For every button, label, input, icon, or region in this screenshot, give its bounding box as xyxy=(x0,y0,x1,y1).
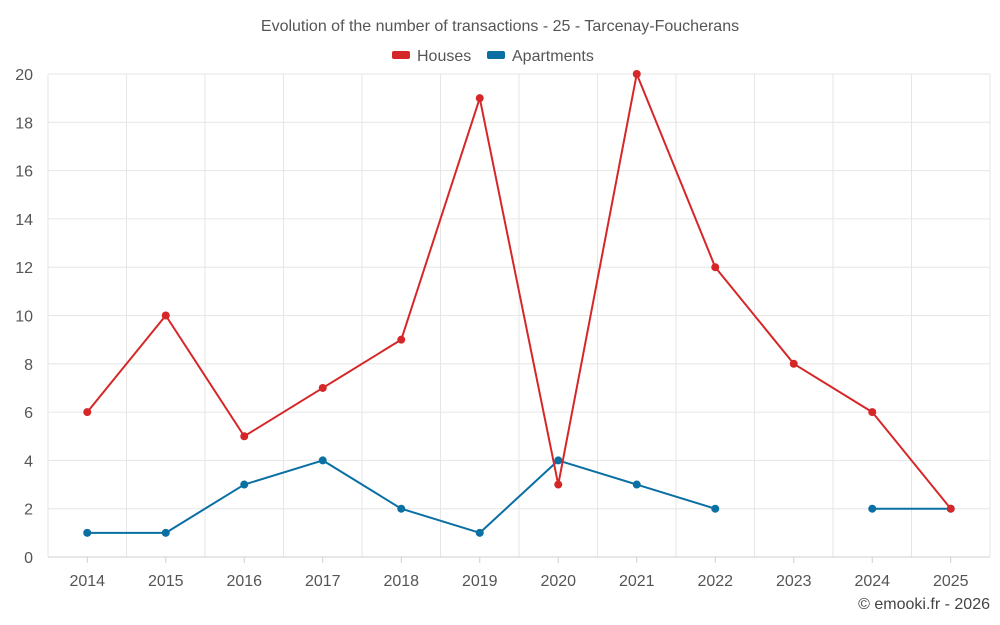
legend-swatch-apartments xyxy=(487,51,505,59)
x-tick-label: 2016 xyxy=(226,573,262,590)
legend-swatch-houses xyxy=(392,51,410,59)
data-point-houses[interactable] xyxy=(711,263,720,272)
y-tick-label: 8 xyxy=(24,357,33,374)
y-tick-label: 20 xyxy=(15,67,33,84)
data-point-apartments[interactable] xyxy=(868,504,877,513)
data-point-apartments[interactable] xyxy=(397,504,406,513)
x-tick-label: 2021 xyxy=(619,573,655,590)
data-point-apartments[interactable] xyxy=(711,504,720,513)
data-series xyxy=(83,70,955,537)
x-tick-label: 2015 xyxy=(148,573,184,590)
data-point-apartments[interactable] xyxy=(554,456,563,465)
axes: 0 2 4 6 8 10 12 14 16 18 20 2014 2015 2016 2017 2018 201… xyxy=(15,67,990,590)
data-point-houses[interactable] xyxy=(632,70,641,78)
data-point-houses[interactable] xyxy=(789,359,798,368)
x-tick-label: 2017 xyxy=(305,573,341,590)
y-tick-label: 16 xyxy=(15,164,33,181)
data-point-houses[interactable] xyxy=(946,504,955,513)
data-point-houses[interactable] xyxy=(475,94,484,103)
copyright-credit[interactable]: © emooki.fr - 2026 xyxy=(858,596,990,613)
legend-label-apartments[interactable]: Apartments xyxy=(512,48,594,65)
x-tick-label: 2025 xyxy=(933,573,969,590)
chart-title: Evolution of the number of transactions … xyxy=(261,18,739,35)
data-point-houses[interactable] xyxy=(397,335,406,344)
data-point-houses[interactable] xyxy=(83,408,92,417)
x-tick-label: 2014 xyxy=(69,573,105,590)
x-tick-label: 2022 xyxy=(697,573,733,590)
y-tick-label: 10 xyxy=(15,309,33,326)
x-tick-label: 2019 xyxy=(462,573,498,590)
data-point-houses[interactable] xyxy=(554,480,563,489)
data-point-apartments[interactable] xyxy=(475,528,484,537)
data-point-houses[interactable] xyxy=(868,408,877,417)
data-point-apartments[interactable] xyxy=(318,456,327,465)
data-point-apartments[interactable] xyxy=(632,480,641,489)
y-tick-label: 2 xyxy=(24,502,33,519)
y-tick-label: 18 xyxy=(15,115,33,132)
y-tick-label: 0 xyxy=(24,550,33,567)
data-point-apartments[interactable] xyxy=(161,528,170,537)
x-tick-label: 2018 xyxy=(383,573,419,590)
x-tick-label: 2024 xyxy=(854,573,890,590)
data-point-houses[interactable] xyxy=(318,383,327,392)
data-point-houses[interactable] xyxy=(161,311,170,320)
y-tick-label: 12 xyxy=(15,260,33,277)
data-point-houses[interactable] xyxy=(240,432,249,441)
y-tick-label: 14 xyxy=(15,212,33,229)
x-tick-label: 2020 xyxy=(540,573,576,590)
data-point-apartments[interactable] xyxy=(83,528,92,537)
y-tick-label: 4 xyxy=(24,453,33,470)
series-line-houses xyxy=(86,73,952,510)
x-tick-label: 2023 xyxy=(776,573,812,590)
grid-lines xyxy=(47,73,991,557)
legend-label-houses[interactable]: Houses xyxy=(417,48,471,65)
data-point-apartments[interactable] xyxy=(240,480,249,489)
chart-legend: Houses Apartments xyxy=(392,48,594,65)
y-tick-label: 6 xyxy=(24,405,33,422)
series-line-apartments xyxy=(87,459,716,534)
